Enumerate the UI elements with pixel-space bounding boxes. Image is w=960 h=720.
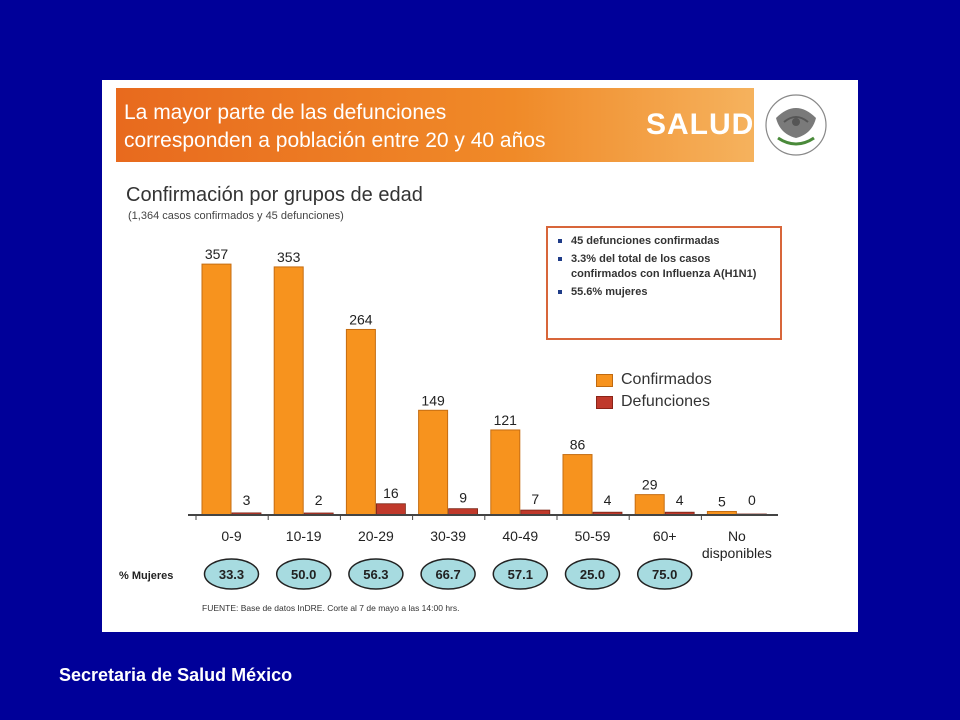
banner-title: La mayor parte de las defunciones corres… bbox=[124, 99, 644, 155]
legend-label-confirmados: Confirmados bbox=[621, 371, 712, 388]
mujeres-pct-label: 56.3 bbox=[363, 567, 388, 582]
note-item: 45 defunciones confirmadas bbox=[556, 234, 772, 249]
bar-confirmados bbox=[490, 429, 521, 516]
x-tick-label: No bbox=[728, 528, 746, 544]
mujeres-pill bbox=[348, 558, 404, 590]
mujeres-pill bbox=[492, 558, 549, 590]
x-tick-label: 60+ bbox=[653, 528, 677, 544]
x-tick-label: 30-39 bbox=[430, 528, 466, 544]
banner-title-line-1: La mayor parte de las defunciones bbox=[124, 101, 447, 124]
mujeres-pct-label: 57.1 bbox=[508, 567, 533, 582]
header-banner: La mayor parte de las defunciones corres… bbox=[116, 88, 838, 162]
legend-swatch-confirmados bbox=[596, 373, 613, 387]
seal-container bbox=[754, 88, 838, 162]
data-label-confirmados: 86 bbox=[570, 437, 586, 453]
data-label-confirmados: 353 bbox=[277, 249, 301, 265]
note-text: 55.6% mujeres bbox=[571, 286, 648, 298]
mujeres-pill bbox=[564, 558, 621, 590]
data-label-defunciones: 4 bbox=[604, 492, 612, 508]
data-label-defunciones: 0 bbox=[748, 492, 756, 508]
bullet-icon bbox=[558, 290, 562, 294]
data-label-defunciones: 2 bbox=[315, 492, 323, 508]
slide: La mayor parte de las defunciones corres… bbox=[102, 80, 858, 632]
bar-confirmados bbox=[273, 266, 304, 516]
data-label-confirmados: 264 bbox=[349, 311, 373, 327]
salud-brand: SALUD bbox=[646, 108, 755, 141]
x-tick-label: 50-59 bbox=[575, 528, 611, 544]
mujeres-pct-label: 75.0 bbox=[652, 567, 677, 582]
footer-credit: Secretaria de Salud México bbox=[59, 665, 293, 685]
banner-title-line-2: corresponden a población entre 20 y 40 a… bbox=[124, 129, 546, 152]
data-label-defunciones: 9 bbox=[459, 490, 467, 506]
bar-defunciones bbox=[375, 503, 406, 516]
chart-legend: Confirmados Defunciones bbox=[596, 369, 712, 413]
note-item: 55.6% mujeres bbox=[556, 285, 772, 300]
mujeres-row-label: % Mujeres bbox=[119, 570, 173, 582]
x-tick-label: 10-19 bbox=[286, 528, 322, 544]
data-label-confirmados: 357 bbox=[205, 246, 229, 262]
data-label-defunciones: 4 bbox=[676, 492, 684, 508]
note-text: 3.3% del total de los casos confirmados … bbox=[571, 253, 757, 280]
data-label-defunciones: 3 bbox=[243, 492, 251, 508]
bar-chart: 357 3 353 2 264 16 149 9 121 7 86 4 29 4 5 0 0-9 10-19 20-… bbox=[119, 246, 778, 590]
legend-label-defunciones: Defunciones bbox=[621, 393, 710, 410]
note-text: 45 defunciones confirmadas bbox=[571, 235, 720, 247]
bar-confirmados bbox=[634, 494, 665, 516]
source-note: FUENTE: Base de datos InDRE. Corte al 7 … bbox=[202, 603, 460, 613]
mujeres-pct-label: 33.3 bbox=[219, 567, 244, 582]
data-label-confirmados: 149 bbox=[421, 392, 445, 408]
note-item: 3.3% del total de los casos confirmados … bbox=[556, 252, 772, 282]
legend-item-defunciones: Defunciones bbox=[596, 391, 712, 413]
x-tick-label: 0-9 bbox=[221, 528, 241, 544]
mujeres-pill bbox=[275, 558, 332, 590]
data-label-confirmados: 5 bbox=[718, 493, 726, 509]
chart-title: Confirmación por grupos de edad bbox=[126, 184, 423, 206]
x-tick-label: disponibles bbox=[702, 545, 772, 561]
bar-confirmados bbox=[201, 263, 232, 516]
mujeres-pct-label: 66.7 bbox=[435, 567, 460, 582]
x-tick-label: 20-29 bbox=[358, 528, 394, 544]
mujeres-pct-label: 50.0 bbox=[291, 567, 316, 582]
legend-swatch-defunciones bbox=[596, 395, 613, 409]
x-tick-label: 40-49 bbox=[502, 528, 538, 544]
bullet-icon bbox=[558, 257, 562, 261]
mujeres-pct-label: 25.0 bbox=[580, 567, 605, 582]
mujeres-pill bbox=[636, 558, 693, 590]
notes-box: 45 defunciones confirmadas 3.3% del tota… bbox=[546, 226, 782, 340]
mujeres-pill bbox=[420, 558, 476, 590]
bullet-icon bbox=[558, 239, 562, 243]
data-label-confirmados: 121 bbox=[494, 412, 518, 428]
mujeres-pill bbox=[203, 558, 260, 590]
bar-confirmados bbox=[418, 409, 449, 516]
bar-confirmados bbox=[562, 454, 593, 516]
bar-confirmados bbox=[345, 328, 376, 516]
data-label-defunciones: 7 bbox=[531, 491, 539, 507]
data-label-confirmados: 29 bbox=[642, 477, 658, 493]
chart-subtitle: (1,364 casos confirmados y 45 defuncione… bbox=[128, 210, 344, 222]
mexican-coat-of-arms-seal-icon bbox=[765, 94, 827, 156]
data-label-defunciones: 16 bbox=[383, 485, 399, 501]
legend-item-confirmados: Confirmados bbox=[596, 369, 712, 391]
